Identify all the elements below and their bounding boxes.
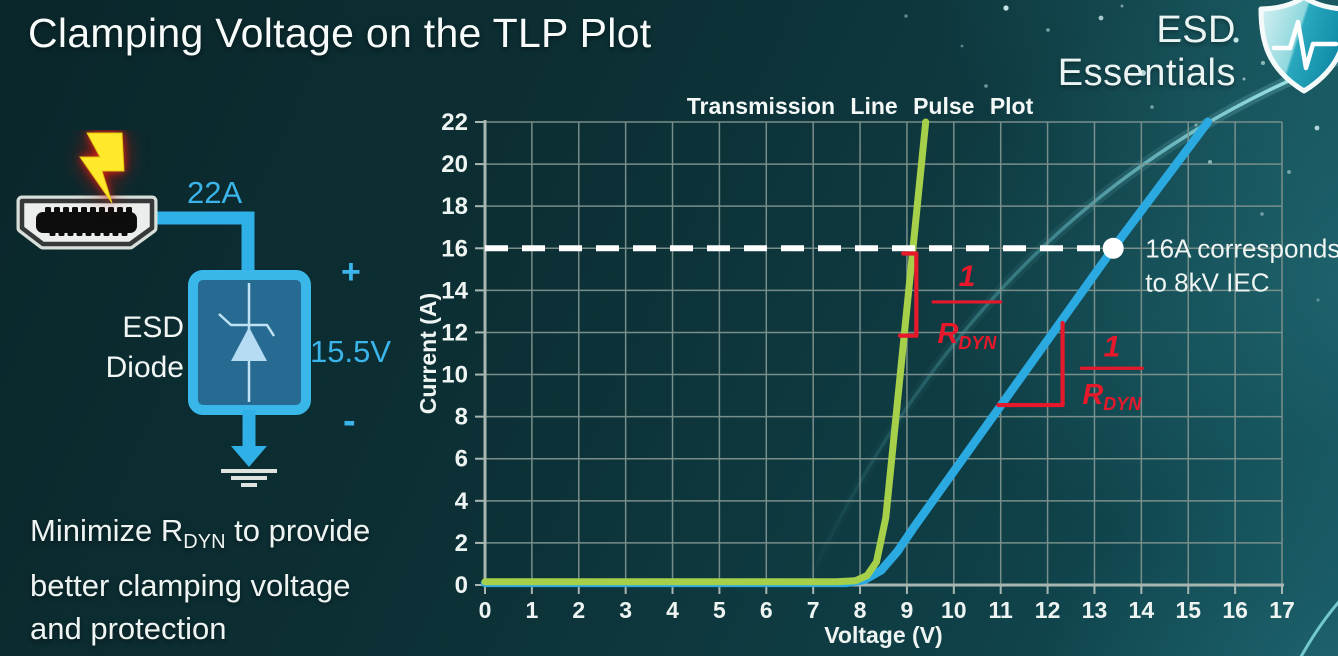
y-axis-label: Current (A) bbox=[420, 293, 441, 414]
note-line1: Minimize RDYN to provide bbox=[30, 513, 371, 554]
threshold-label-line2: to 8kV IEC bbox=[1145, 267, 1269, 297]
shield-icon bbox=[1258, 0, 1338, 94]
chart-title: Transmission Line Pulse Plot bbox=[687, 93, 1034, 119]
surge-current-label: 22A bbox=[187, 175, 242, 210]
svg-text:3: 3 bbox=[619, 597, 632, 623]
hdmi-pins bbox=[45, 207, 132, 236]
svg-text:1: 1 bbox=[1103, 331, 1120, 364]
svg-text:16: 16 bbox=[1222, 597, 1248, 623]
svg-text:20: 20 bbox=[441, 151, 468, 178]
svg-text:8: 8 bbox=[854, 597, 867, 623]
x-axis-label: Voltage (V) bbox=[824, 622, 942, 648]
pulse-line-icon bbox=[1271, 19, 1338, 71]
svg-text:15: 15 bbox=[1175, 597, 1201, 623]
svg-text:10: 10 bbox=[941, 597, 967, 623]
svg-text:18: 18 bbox=[441, 193, 468, 220]
blue-curve-higher-rdyn bbox=[480, 117, 1213, 588]
svg-text:7: 7 bbox=[807, 597, 820, 623]
tlp-chart: 0 1 2 3 4 5 6 7 8 9 10 11 12 13 14 15 16 1702468101214161… bbox=[420, 93, 1338, 648]
rdyn-slope-annotation-green: 1 RDYN bbox=[897, 251, 1003, 353]
esd-essentials-shield-logo bbox=[1258, 0, 1338, 94]
corner-swoosh bbox=[1299, 600, 1338, 656]
svg-text:22: 22 bbox=[441, 109, 468, 136]
svg-text:12: 12 bbox=[441, 319, 468, 346]
esd-diode-component bbox=[188, 270, 311, 415]
svg-text:2: 2 bbox=[455, 530, 468, 557]
svg-text:10: 10 bbox=[441, 362, 468, 389]
tvs-diode-symbol bbox=[218, 313, 276, 337]
svg-text:5: 5 bbox=[713, 597, 726, 623]
svg-text:8: 8 bbox=[455, 404, 468, 431]
threshold-marker-dot bbox=[1102, 237, 1124, 259]
hdmi-connector-icon bbox=[16, 195, 158, 250]
esd-protection-diagram: 22A ESD Diode + 15.5V - bbox=[16, 132, 391, 487]
svg-text:4: 4 bbox=[666, 597, 679, 623]
minus-sign: - bbox=[343, 400, 356, 442]
lightning-bolt-icon bbox=[79, 132, 125, 204]
plus-sign: + bbox=[341, 253, 361, 291]
svg-text:0: 0 bbox=[455, 572, 468, 599]
svg-text:14: 14 bbox=[1129, 597, 1155, 623]
device-label-line2: Diode bbox=[106, 351, 184, 384]
chart-series bbox=[480, 117, 1213, 588]
svg-text:12: 12 bbox=[1035, 597, 1061, 623]
note-line2: better clamping voltage bbox=[30, 568, 351, 604]
green-curve-lower-rdyn bbox=[481, 118, 930, 586]
svg-text:17: 17 bbox=[1269, 597, 1295, 623]
brand-text: ESD Essentials bbox=[1057, 9, 1236, 94]
svg-text:6: 6 bbox=[455, 446, 468, 473]
svg-text:11: 11 bbox=[989, 597, 1014, 623]
surge-wire bbox=[150, 211, 255, 280]
particles bbox=[904, 4, 1320, 302]
ground-icon bbox=[221, 410, 277, 487]
svg-text:RDYN: RDYN bbox=[1082, 379, 1142, 414]
note-line3: and protection bbox=[30, 611, 227, 647]
chart-axes bbox=[475, 120, 1284, 594]
threshold-label-line1: 16A corresponds bbox=[1145, 233, 1338, 263]
swoosh-line bbox=[798, 58, 1338, 601]
device-label-line1: ESD bbox=[122, 311, 184, 344]
svg-text:4: 4 bbox=[455, 488, 469, 515]
clamp-voltage-label: 15.5V bbox=[310, 334, 391, 369]
svg-text:1: 1 bbox=[525, 597, 538, 623]
page-title: Clamping Voltage on the TLP Plot bbox=[28, 10, 652, 56]
svg-text:16: 16 bbox=[441, 235, 468, 262]
chart-tick-labels: 0 1 2 3 4 5 6 7 8 9 10 11 12 13 14 15 16 1702468101214161… bbox=[441, 109, 1295, 623]
diode-triangle bbox=[231, 327, 267, 361]
svg-text:13: 13 bbox=[1082, 597, 1108, 623]
rdyn-slope-annotation-blue: 1 RDYN bbox=[996, 320, 1144, 414]
svg-text:2: 2 bbox=[572, 597, 585, 623]
takeaway-note: Minimize RDYN to provide better clamping… bbox=[30, 509, 370, 650]
svg-text:0: 0 bbox=[479, 597, 492, 623]
svg-text:14: 14 bbox=[441, 277, 468, 304]
svg-text:9: 9 bbox=[901, 597, 914, 623]
svg-text:1: 1 bbox=[959, 260, 976, 293]
svg-text:RDYN: RDYN bbox=[937, 318, 997, 353]
svg-text:6: 6 bbox=[760, 597, 773, 623]
